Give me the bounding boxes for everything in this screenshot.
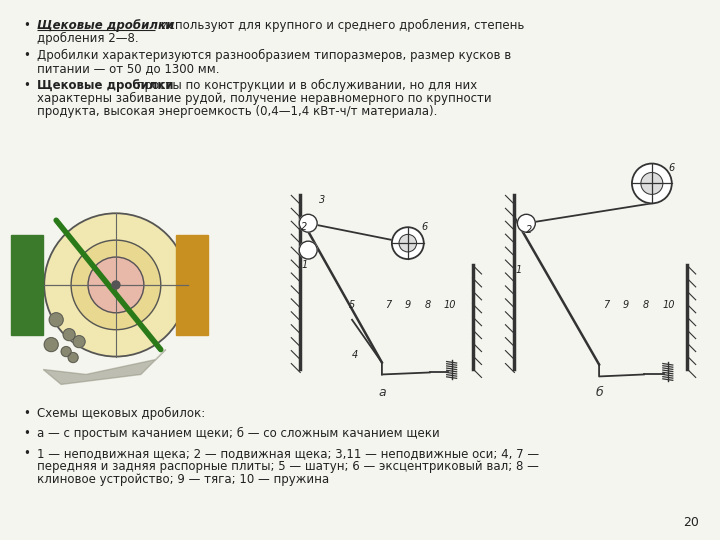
Text: 2: 2	[301, 222, 307, 232]
Text: 2: 2	[526, 225, 533, 235]
Circle shape	[68, 353, 78, 362]
FancyBboxPatch shape	[12, 235, 43, 335]
Text: 3: 3	[319, 195, 325, 205]
Text: 9: 9	[623, 300, 629, 310]
Text: 1: 1	[301, 260, 307, 270]
Text: 8: 8	[425, 300, 431, 310]
Circle shape	[300, 214, 318, 232]
Text: характерны забивание рудой, получение неравномерного по крупности: характерны забивание рудой, получение не…	[37, 92, 492, 105]
Text: 10: 10	[662, 300, 675, 310]
Text: 1 — неподвижная щека; 2 — подвижная щека; 3,11 — неподвижные оси; 4, 7 —: 1 — неподвижная щека; 2 — подвижная щека…	[37, 447, 539, 460]
Text: Дробилки характеризуются разнообразием типоразмеров, размер кусков в: Дробилки характеризуются разнообразием т…	[37, 49, 511, 62]
Circle shape	[49, 313, 63, 327]
Text: 7: 7	[603, 300, 609, 310]
Text: 7: 7	[384, 300, 391, 310]
Text: просты по конструкции и в обслуживании, но для них: просты по конструкции и в обслуживании, …	[133, 79, 477, 92]
Text: 4: 4	[352, 349, 358, 360]
Circle shape	[632, 164, 672, 204]
Circle shape	[44, 338, 58, 352]
Text: используют для крупного и среднего дробления, степень: используют для крупного и среднего дробл…	[157, 19, 524, 32]
Text: •: •	[23, 447, 30, 460]
Circle shape	[44, 213, 188, 356]
Circle shape	[300, 241, 318, 259]
Text: продукта, высокая энергоемкость (0,4—1,4 кВт-ч/т материала).: продукта, высокая энергоемкость (0,4—1,4…	[37, 105, 438, 118]
Text: 6: 6	[422, 222, 428, 232]
Text: Щековые дробилки: Щековые дробилки	[37, 79, 174, 92]
Text: 1: 1	[516, 265, 521, 275]
Text: б: б	[595, 387, 603, 400]
Circle shape	[399, 234, 417, 252]
Circle shape	[61, 347, 71, 356]
Text: а: а	[378, 387, 386, 400]
Circle shape	[518, 214, 536, 232]
Text: •: •	[23, 19, 30, 32]
Text: питании — от 50 до 1300 мм.: питании — от 50 до 1300 мм.	[37, 62, 220, 75]
Text: передняя и задняя распорные плиты; 5 — шатун; 6 — эксцентриковый вал; 8 —: передняя и задняя распорные плиты; 5 — ш…	[37, 460, 539, 473]
Text: •: •	[23, 49, 30, 62]
Circle shape	[641, 172, 663, 194]
Circle shape	[112, 281, 120, 289]
Text: 8: 8	[643, 300, 649, 310]
Text: 10: 10	[444, 300, 456, 310]
Circle shape	[71, 240, 161, 330]
Text: •: •	[23, 427, 30, 440]
Text: Щековые дробилки: Щековые дробилки	[37, 19, 174, 32]
Circle shape	[73, 336, 85, 348]
Circle shape	[88, 257, 144, 313]
Circle shape	[63, 329, 75, 341]
FancyBboxPatch shape	[176, 235, 207, 335]
Text: 6: 6	[669, 163, 675, 172]
Text: а — с простым качанием щеки; б — со сложным качанием щеки: а — с простым качанием щеки; б — со слож…	[37, 427, 440, 440]
Text: 20: 20	[683, 516, 698, 529]
Text: клиновое устройство; 9 — тяга; 10 — пружина: клиновое устройство; 9 — тяга; 10 — пруж…	[37, 473, 329, 486]
Text: дробления 2—8.: дробления 2—8.	[37, 32, 139, 45]
Polygon shape	[43, 349, 166, 384]
Text: 5: 5	[349, 300, 355, 310]
Text: 9: 9	[405, 300, 411, 310]
Text: •: •	[23, 407, 30, 420]
Text: •: •	[23, 79, 30, 92]
Circle shape	[392, 227, 424, 259]
Text: Схемы щековых дробилок:: Схемы щековых дробилок:	[37, 407, 205, 420]
